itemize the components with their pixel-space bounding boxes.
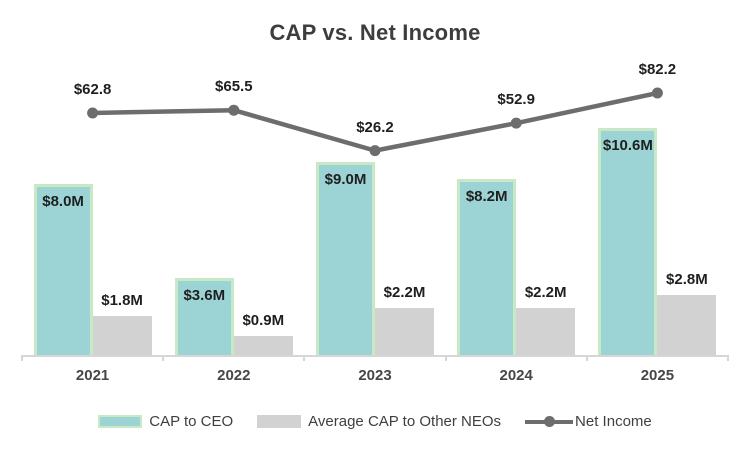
bar-label-avg-cap-other-neos-2022: $0.9M xyxy=(242,311,285,329)
bar-avg-cap-other-neos-2022 xyxy=(233,335,293,355)
x-axis-label-2025: 2025 xyxy=(640,367,675,384)
net-income-marker-2023 xyxy=(369,145,381,157)
x-axis-tick xyxy=(444,355,447,361)
chart-title: CAP vs. Net Income xyxy=(269,20,481,45)
bar-label-cap-to-ceo-2024: $8.2M xyxy=(465,188,508,206)
bar-cap-to-ceo-2024 xyxy=(457,179,517,355)
line-label-net-income-2021: $62.8 xyxy=(73,80,112,98)
x-axis-label-2021: 2021 xyxy=(75,367,110,384)
bar-avg-cap-other-neos-2025 xyxy=(657,294,717,355)
avg-cap-other-neos-swatch-icon xyxy=(257,414,302,428)
bar-label-cap-to-ceo-2025: $10.6M xyxy=(602,136,653,154)
legend-item-avg-cap-other-neos: Average CAP to Other NEOs xyxy=(257,413,501,430)
bar-cap-to-ceo-2025 xyxy=(598,127,658,355)
legend-label-avg-cap-other-neos: Average CAP to Other NEOs xyxy=(308,412,502,430)
legend: CAP to CEO Average CAP to Other NEOs Net… xyxy=(0,408,750,434)
bar-avg-cap-other-neos-2021 xyxy=(92,316,152,355)
bar-cap-to-ceo-2021 xyxy=(33,183,93,355)
bar-label-cap-to-ceo-2022: $3.6M xyxy=(183,286,226,304)
bar-label-cap-to-ceo-2023: $9.0M xyxy=(324,171,367,189)
net-income-marker-2025 xyxy=(651,87,663,99)
cap-to-ceo-swatch-icon xyxy=(98,414,143,428)
x-axis-label-2024: 2024 xyxy=(499,367,533,384)
line-label-net-income-2023: $26.2 xyxy=(356,118,394,136)
line-label-net-income-2024: $52.9 xyxy=(497,91,535,109)
x-axis-tick xyxy=(21,355,23,361)
legend-label-net-income: Net Income xyxy=(575,412,652,430)
legend-label-cap-to-ceo: CAP to CEO xyxy=(149,412,234,430)
x-axis-label-2022: 2022 xyxy=(217,367,251,384)
x-axis-tick xyxy=(303,355,306,361)
legend-item-cap-to-ceo: CAP to CEO xyxy=(98,413,233,430)
bar-label-avg-cap-other-neos-2025: $2.8M xyxy=(666,270,708,288)
x-axis-line xyxy=(22,355,728,357)
x-axis-tick xyxy=(585,355,588,361)
net-income-line-marker-icon xyxy=(525,415,574,428)
net-income-marker-2024 xyxy=(510,117,522,129)
bar-label-avg-cap-other-neos-2024: $2.2M xyxy=(524,283,567,301)
x-axis-tick xyxy=(162,355,165,361)
bar-label-cap-to-ceo-2021: $8.0M xyxy=(42,192,84,210)
bar-label-avg-cap-other-neos-2021: $1.8M xyxy=(101,292,143,310)
bar-cap-to-ceo-2023 xyxy=(316,162,375,355)
bar-cap-to-ceo-2022 xyxy=(174,277,234,355)
net-income-marker-2021 xyxy=(87,107,99,119)
bar-avg-cap-other-neos-2023 xyxy=(375,307,434,355)
bar-avg-cap-other-neos-2024 xyxy=(516,307,576,355)
line-label-net-income-2025: $82.2 xyxy=(638,61,677,79)
x-axis-tick xyxy=(727,355,729,361)
line-label-net-income-2022: $65.5 xyxy=(215,78,253,96)
x-axis-label-2023: 2023 xyxy=(358,367,392,384)
net-income-marker-2022 xyxy=(228,104,240,116)
bar-label-avg-cap-other-neos-2023: $2.2M xyxy=(383,283,426,301)
legend-item-net-income: Net Income xyxy=(525,413,652,430)
